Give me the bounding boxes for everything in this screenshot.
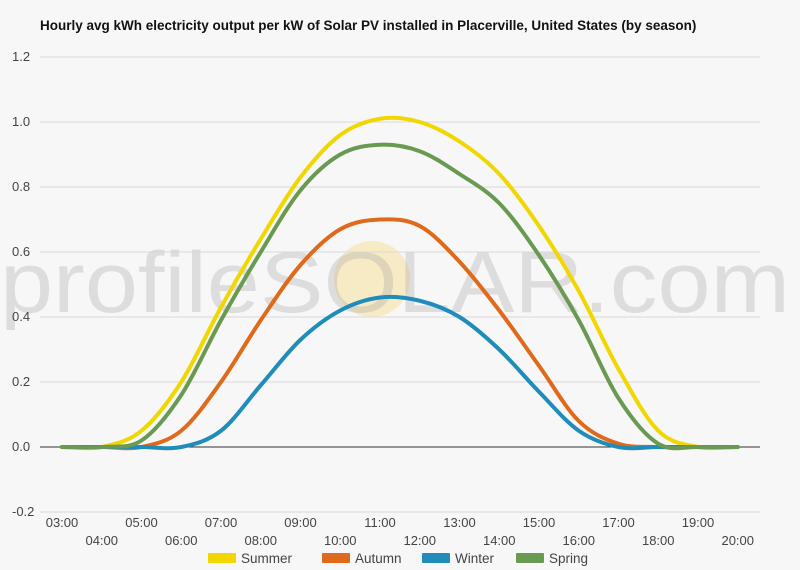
legend-label-autumn: Autumn bbox=[355, 551, 402, 566]
x-tick-label: 14:00 bbox=[483, 533, 516, 548]
x-tick-label: 06:00 bbox=[165, 533, 198, 548]
series-line-autumn bbox=[60, 217, 740, 451]
x-tick-label: 16:00 bbox=[562, 533, 595, 548]
y-tick-label: 0.6 bbox=[12, 244, 30, 259]
x-tick-label: 05:00 bbox=[125, 515, 158, 530]
y-tick-label: 1.0 bbox=[12, 114, 30, 129]
series-line-summer bbox=[60, 115, 740, 451]
y-tick-label: 0.2 bbox=[12, 374, 30, 389]
y-tick-label: 1.2 bbox=[12, 49, 30, 64]
legend-label-winter: Winter bbox=[455, 551, 495, 566]
x-tick-label: 19:00 bbox=[682, 515, 715, 530]
x-tick-label: 18:00 bbox=[642, 533, 675, 548]
y-tick-label: 0.4 bbox=[12, 309, 30, 324]
x-tick-label: 20:00 bbox=[721, 533, 754, 548]
legend-label-summer: Summer bbox=[241, 551, 293, 566]
y-tick-label: 0.0 bbox=[12, 439, 30, 454]
chart-title: Hourly avg kWh electricity output per kW… bbox=[40, 18, 697, 33]
x-tick-label: 04:00 bbox=[85, 533, 118, 548]
legend-label-spring: Spring bbox=[549, 551, 588, 566]
x-tick-label: 15:00 bbox=[523, 515, 556, 530]
x-tick-label: 08:00 bbox=[244, 533, 277, 548]
legend-swatch-autumn bbox=[322, 553, 350, 563]
watermark-text: profileSOLAR.com bbox=[0, 235, 790, 331]
x-tick-label: 09:00 bbox=[284, 515, 317, 530]
x-tick-label: 07:00 bbox=[205, 515, 238, 530]
legend-swatch-winter bbox=[422, 553, 450, 563]
series-line-winter bbox=[60, 294, 740, 451]
legend-swatch-spring bbox=[516, 553, 544, 563]
x-tick-label: 13:00 bbox=[443, 515, 476, 530]
legend-swatch-summer bbox=[208, 553, 236, 563]
x-tick-label: 12:00 bbox=[403, 533, 436, 548]
x-tick-label: 10:00 bbox=[324, 533, 357, 548]
y-tick-label: 0.8 bbox=[12, 179, 30, 194]
y-tick-label: -0.2 bbox=[12, 504, 34, 519]
series-line-spring bbox=[60, 142, 740, 451]
x-tick-label: 17:00 bbox=[602, 515, 635, 530]
x-tick-label: 03:00 bbox=[46, 515, 79, 530]
x-tick-label: 11:00 bbox=[364, 515, 396, 530]
